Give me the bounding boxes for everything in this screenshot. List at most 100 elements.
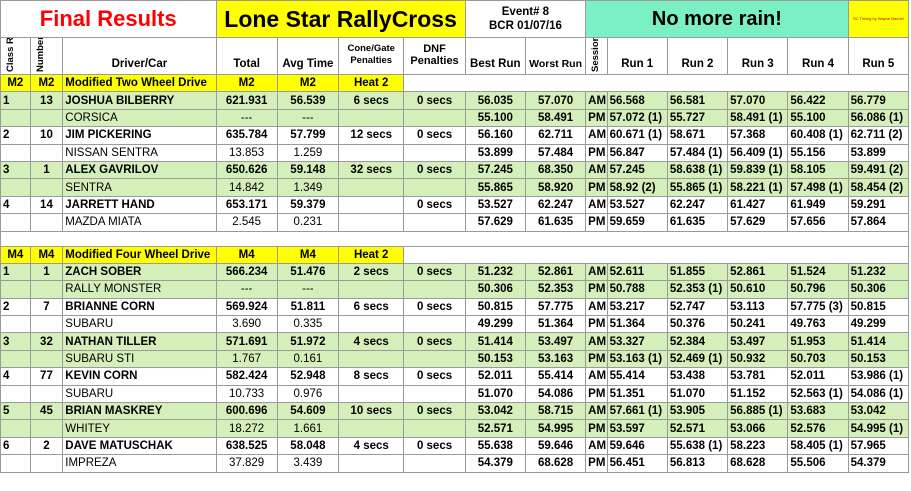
best-run: 55.638 xyxy=(464,436,526,456)
run-5: 51.232 xyxy=(847,262,910,282)
worst-run: 68.628 xyxy=(524,454,587,473)
avg-time: 59.379 xyxy=(276,195,340,215)
dnf-penalties: 0 secs xyxy=(403,402,466,421)
number-blank xyxy=(29,143,64,162)
car-row: IMPREZA 37.829 3.439 54.379 68.628 PM 56.451 56… xyxy=(0,454,910,473)
session: AM xyxy=(585,160,608,180)
avg-time: 51.476 xyxy=(276,262,340,282)
rank-blank xyxy=(0,419,31,438)
session: PM xyxy=(585,315,608,334)
class-heat: Heat 2 xyxy=(338,73,405,93)
run-1: 51.351 xyxy=(606,384,668,404)
dnf-penalties: 0 secs xyxy=(403,367,466,386)
driver-name: JIM PICKERING xyxy=(62,126,217,145)
run-3: 52.861 xyxy=(727,262,789,282)
driver-row: 1 13 JOSHUA BILBERRY 621.931 56.539 6 secs 0 s… xyxy=(0,91,910,110)
run-4: 52.576 xyxy=(787,419,849,438)
best-run: 52.571 xyxy=(464,419,526,438)
best-run: 51.232 xyxy=(464,262,526,282)
class-code: M4 xyxy=(0,245,31,264)
worst-run: 57.070 xyxy=(524,91,587,110)
total-diff: 1.767 xyxy=(215,349,278,369)
driver-row: 2 7 BRIANNE CORN 569.924 51.811 6 secs 0 secs 5… xyxy=(0,297,910,317)
best-run: 56.160 xyxy=(464,126,526,145)
cone-penalties: 4 secs xyxy=(338,436,405,456)
avg-diff: 1.259 xyxy=(276,143,340,162)
class-header-filler xyxy=(403,73,909,93)
class-code-number: M4 xyxy=(29,245,64,264)
run-4: 50.796 xyxy=(787,280,849,299)
run-3: 68.628 xyxy=(727,454,789,473)
avg-diff: --- xyxy=(276,108,340,128)
run-3: 50.610 xyxy=(727,280,789,299)
driver-name: DAVE MATUSCHAK xyxy=(62,436,217,456)
run-5: 51.414 xyxy=(847,332,910,351)
run-2: 56.581 xyxy=(666,91,729,110)
car-number: 77 xyxy=(29,367,64,386)
header-driver-car: Driver/Car xyxy=(62,37,217,75)
run-3: 50.932 xyxy=(727,349,789,369)
car-model: MAZDA MIATA xyxy=(62,213,217,232)
run-4: 52.011 xyxy=(787,367,849,386)
run-5: 50.815 xyxy=(847,297,910,317)
event-code: BCR 01/07/16 xyxy=(488,20,562,32)
dnf-blank xyxy=(403,213,466,232)
dnf-penalties: 0 secs xyxy=(403,436,466,456)
driver-row: 4 14 JARRETT HAND 653.171 59.379 0 secs 53.527… xyxy=(0,195,910,215)
run-5: 59.291 xyxy=(847,195,910,215)
class-rank: 5 xyxy=(0,402,31,421)
run-2: 62.247 xyxy=(666,195,729,215)
run-5: 59.491 (2) xyxy=(847,160,910,180)
run-3: 56.885 (1) xyxy=(727,402,789,421)
run-5: 53.042 xyxy=(847,402,910,421)
car-number: 2 xyxy=(29,436,64,456)
total-time: 621.931 xyxy=(215,91,278,110)
run-3: 50.241 xyxy=(727,315,789,334)
dnf-blank xyxy=(403,315,466,334)
car-row: SUBARU STI 1.767 0.161 50.153 53.163 PM 53.163… xyxy=(0,349,910,369)
class-rank: 1 xyxy=(0,91,31,110)
run-1: 59.646 xyxy=(606,436,668,456)
run-1: 53.327 xyxy=(606,332,668,351)
worst-run: 62.247 xyxy=(524,195,587,215)
car-row: NISSAN SENTRA 13.853 1.259 53.899 57.484 PM 56… xyxy=(0,143,910,162)
class-header-filler xyxy=(403,245,909,264)
class-total-label: M2 xyxy=(215,73,278,93)
banner-row: Final Results Lone Star RallyCross Event… xyxy=(0,0,910,38)
avg-diff: 0.335 xyxy=(276,315,340,334)
session: AM xyxy=(585,195,608,215)
run-1: 58.92 (2) xyxy=(606,178,668,197)
run-3: 58.223 xyxy=(727,436,789,456)
number-blank xyxy=(29,280,64,299)
number-blank xyxy=(29,384,64,404)
class-heat: Heat 2 xyxy=(338,245,405,264)
driver-name: JOSHUA BILBERRY xyxy=(62,91,217,110)
cone-penalties: 4 secs xyxy=(338,332,405,351)
worst-run: 58.491 xyxy=(524,108,587,128)
best-run: 57.629 xyxy=(464,213,526,232)
header-worst-run: Worst Run xyxy=(524,37,587,75)
avg-diff: 1.661 xyxy=(276,419,340,438)
run-3: 56.409 (1) xyxy=(727,143,789,162)
run-2: 61.635 xyxy=(666,213,729,232)
run-1: 60.671 (1) xyxy=(606,126,668,145)
run-4: 51.953 xyxy=(787,332,849,351)
session: AM xyxy=(585,126,608,145)
run-3: 57.070 xyxy=(727,91,789,110)
class-code: M2 xyxy=(0,73,31,93)
class-rank: 4 xyxy=(0,195,31,215)
avg-diff: 0.161 xyxy=(276,349,340,369)
avg-diff: 1.349 xyxy=(276,178,340,197)
best-run: 50.815 xyxy=(464,297,526,317)
class-name: Modified Four Wheel Drive xyxy=(62,245,217,264)
dnf-blank xyxy=(403,384,466,404)
dnf-blank xyxy=(403,178,466,197)
run-1: 52.611 xyxy=(606,262,668,282)
class-header-row: M4 M4 Modified Four Wheel Drive M4 M4 Heat 2 xyxy=(0,245,909,264)
total-time: 571.691 xyxy=(215,332,278,351)
header-run4: Run 4 xyxy=(787,37,849,75)
car-number: 14 xyxy=(29,195,64,215)
total-time: 653.171 xyxy=(215,195,278,215)
dnf-penalties: 0 secs xyxy=(403,126,466,145)
event-info: Event# 8 BCR 01/07/16 xyxy=(464,0,587,38)
